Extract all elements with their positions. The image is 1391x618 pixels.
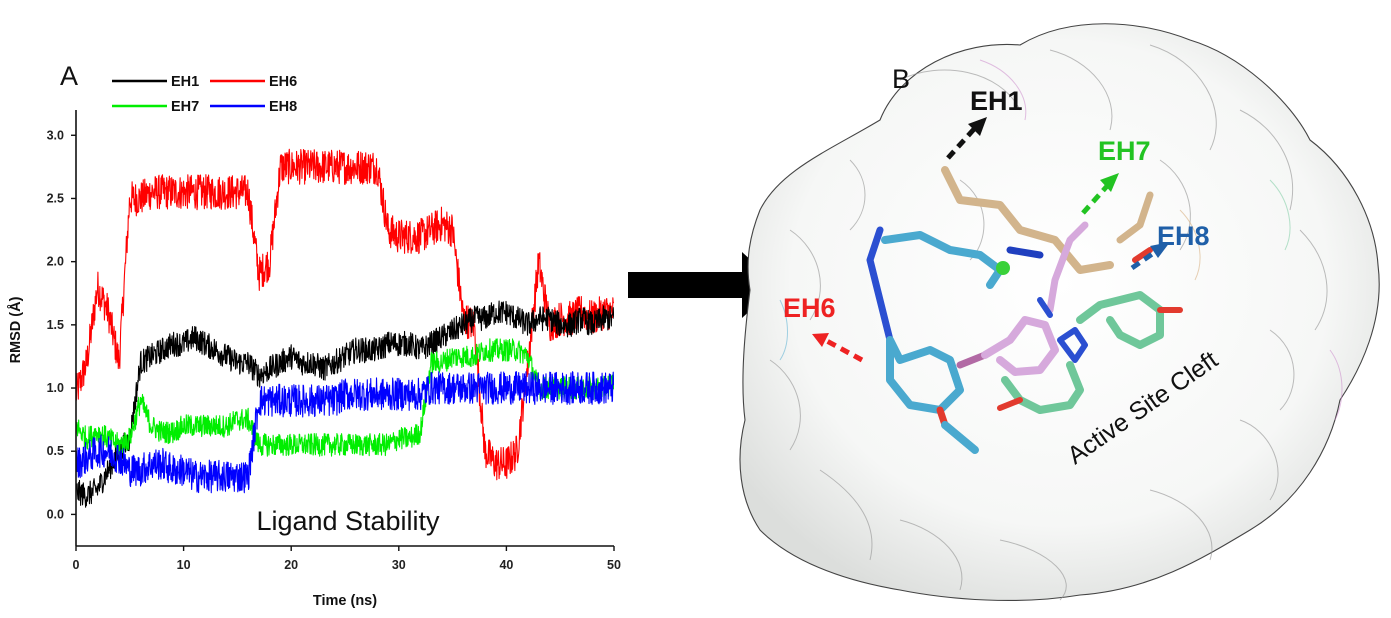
protein-surface	[739, 23, 1380, 601]
x-tick-label: 20	[284, 558, 298, 572]
y-tick-label: 0.0	[47, 507, 64, 521]
panel-a-rmsd-chart: A EH1 EH6 EH7 EH8 0 10 20 30 40 50 0.0 0.5 1.0 1.5 2…	[7, 61, 621, 609]
ligand-eh1	[941, 166, 1154, 274]
y-tick-label: 3.0	[47, 128, 64, 142]
x-axis-title: Time (ns)	[313, 593, 377, 609]
label-eh7: EH7	[1098, 136, 1151, 166]
y-tick-label: 1.5	[47, 318, 64, 332]
y-tick-label: 2.5	[47, 191, 64, 205]
panel-a-letter: A	[60, 61, 78, 91]
plot-area	[76, 148, 614, 508]
direction-arrowheads	[812, 117, 1170, 347]
direction-arrows	[823, 126, 1160, 363]
x-tick-label: 40	[499, 558, 513, 572]
x-tick-label: 10	[177, 558, 191, 572]
legend-label-eh7: EH7	[171, 99, 199, 115]
chart-legend: EH1 EH6 EH7 EH8	[112, 74, 297, 115]
ligand-eh8	[997, 291, 1183, 414]
y-axis-title: RMSD (Å)	[7, 296, 24, 363]
series-layer	[76, 148, 614, 508]
panel-b-letter: B	[892, 64, 910, 94]
chart-caption: Ligand Stability	[256, 506, 440, 536]
legend-label-eh1: EH1	[171, 74, 199, 90]
ligand-eh7	[981, 221, 1089, 376]
x-tick-label: 30	[392, 558, 406, 572]
label-eh6: EH6	[783, 293, 836, 323]
y-tick-label: 0.5	[47, 444, 64, 458]
legend-label-eh6: EH6	[269, 74, 297, 90]
series-line-eh8	[76, 371, 614, 494]
x-tick-label: 0	[73, 558, 80, 572]
x-ticks: 0 10 20 30 40 50	[73, 546, 621, 572]
label-eh1: EH1	[970, 86, 1023, 116]
series-line-eh7	[76, 338, 614, 457]
y-tick-label: 1.0	[47, 381, 64, 395]
series-line-eh1	[76, 300, 614, 508]
legend-label-eh8: EH8	[269, 99, 297, 115]
x-tick-label: 50	[607, 558, 621, 572]
ligand-eh6	[866, 226, 1010, 454]
surface-color-tint	[779, 59, 1343, 421]
y-tick-label: 2.0	[47, 255, 64, 269]
y-ticks: 0.0 0.5 1.0 1.5 2.0 2.5 3.0	[47, 128, 76, 521]
panel-b-binding-site: B EH1 EH7 EH8 EH6 Active Site Cleft	[739, 23, 1380, 601]
label-eh8: EH8	[1157, 221, 1210, 251]
